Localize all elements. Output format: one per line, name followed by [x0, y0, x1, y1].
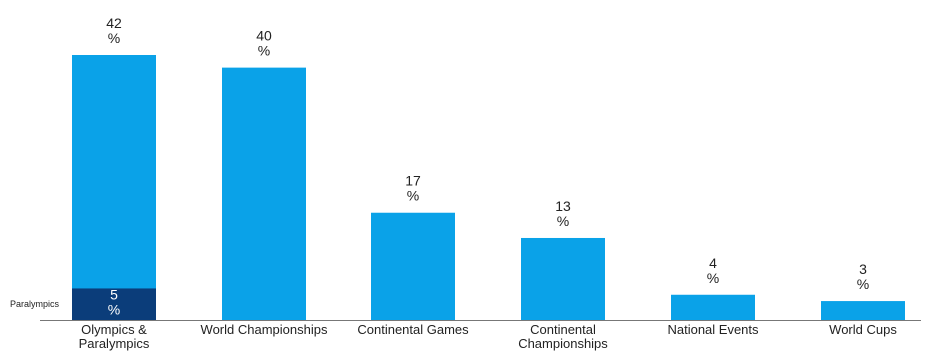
- paralympics-value-label: 5: [110, 286, 118, 302]
- category-label-3-line-1: Championships: [518, 336, 608, 351]
- category-label-0-line-1: Paralympics: [79, 336, 150, 351]
- category-label-5: World Cups: [829, 322, 897, 337]
- value-unit-2: %: [407, 188, 419, 204]
- value-label-3: 13: [555, 198, 571, 214]
- category-label-0: Olympics &: [81, 322, 147, 337]
- paralympics-segment: [72, 288, 156, 320]
- category-label-1: World Championships: [201, 322, 328, 337]
- value-label-4: 4: [709, 255, 717, 271]
- bars-group: [72, 55, 905, 320]
- paralympics-value-unit: %: [108, 301, 120, 317]
- value-unit-5: %: [857, 276, 869, 292]
- value-unit-1: %: [258, 43, 270, 59]
- value-unit-4: %: [707, 270, 719, 286]
- value-label-2: 17: [405, 173, 421, 189]
- value-labels-group: 42% 40%17%13%4%3%5%: [106, 15, 869, 317]
- value-unit-3: %: [557, 213, 569, 229]
- bar-4: [671, 294, 755, 320]
- bar-1: [222, 67, 306, 320]
- bar-5: [821, 301, 905, 320]
- category-label-3: Continental: [530, 322, 596, 337]
- value-unit-0: %: [108, 30, 120, 46]
- bar-3: [521, 237, 605, 320]
- paralympics-segment-label: Paralympics: [10, 299, 60, 309]
- value-label-1: 40: [256, 28, 272, 44]
- category-label-2: Continental Games: [357, 322, 469, 337]
- bar-0: [72, 55, 156, 320]
- category-label-4: National Events: [667, 322, 759, 337]
- category-labels-group: Olympics &Paralympics World Championships…: [79, 322, 898, 351]
- value-label-5: 3: [859, 261, 867, 277]
- bar-2: [371, 212, 455, 320]
- value-label-0: 42: [106, 15, 122, 31]
